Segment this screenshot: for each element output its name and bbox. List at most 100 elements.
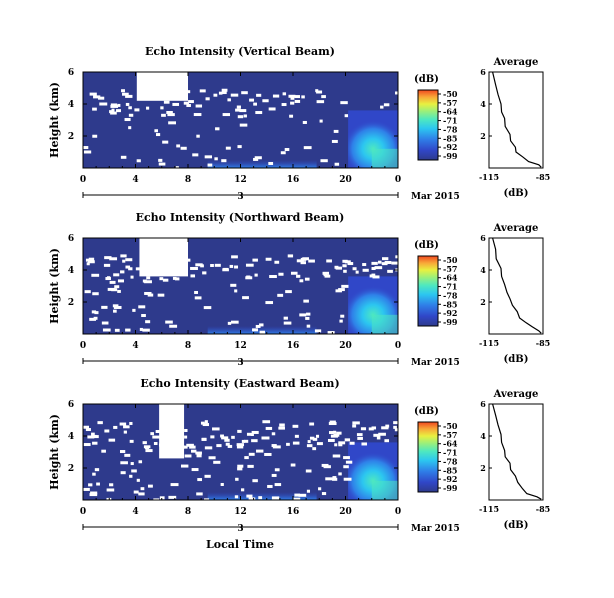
x-tick-label: 4 — [132, 341, 138, 351]
echo-near-ground — [207, 326, 317, 334]
missing-data-speckle — [120, 461, 128, 465]
missing-data-speckle — [225, 146, 231, 150]
profile-x-tick-label: -85 — [536, 338, 550, 348]
missing-data-speckle — [106, 488, 115, 492]
profile-y-tick-label: 4 — [480, 431, 486, 441]
missing-data-speckle — [208, 456, 216, 460]
missing-data-speckle — [332, 454, 341, 458]
missing-data-speckle — [120, 270, 125, 274]
missing-data-speckle — [196, 454, 202, 458]
missing-data-speckle — [162, 426, 169, 430]
missing-data-speckle — [296, 259, 304, 263]
missing-data-speckle — [125, 102, 130, 106]
missing-data-speckle — [281, 103, 287, 107]
missing-data-speckle — [255, 111, 263, 115]
missing-data-speckle — [215, 127, 220, 131]
x-tick-label: 20 — [339, 175, 352, 185]
missing-data-speckle — [373, 433, 381, 437]
missing-data-speckle — [184, 428, 188, 432]
missing-data-speckle — [384, 439, 390, 443]
missing-data-speckle — [170, 483, 179, 487]
missing-data-speckle — [214, 157, 218, 161]
missing-data-speckle — [305, 316, 310, 320]
echo-near-ground — [207, 492, 317, 500]
missing-data-speckle — [248, 497, 256, 501]
missing-data-speckle — [393, 421, 401, 425]
missing-data-speckle — [231, 255, 238, 259]
missing-data-speckle — [307, 440, 311, 444]
missing-data-speckle — [371, 426, 377, 430]
missing-data-speckle — [381, 262, 388, 266]
missing-data-speckle — [330, 434, 338, 438]
profile-x-tick-label: -85 — [536, 172, 550, 182]
missing-data-speckle — [271, 496, 280, 500]
missing-data-speckle — [85, 258, 92, 262]
missing-data-speckle — [222, 268, 229, 272]
missing-data-speckle — [235, 477, 239, 481]
x-tick-label: 12 — [234, 341, 247, 351]
missing-data-speckle — [279, 423, 285, 427]
missing-data-speckle — [278, 426, 285, 430]
missing-data-speckle — [343, 269, 347, 273]
missing-data-speckle — [294, 493, 300, 497]
missing-data-speckle — [356, 433, 363, 437]
colorbar-tick-label: -57 — [443, 264, 457, 274]
missing-data-speckle — [249, 98, 255, 102]
missing-data-speckle — [267, 484, 273, 488]
missing-data-speckle — [119, 450, 126, 454]
missing-data-speckle — [336, 431, 342, 435]
missing-data-speckle — [109, 280, 116, 284]
missing-data-speckle — [221, 159, 227, 163]
missing-data-speckle — [128, 126, 132, 130]
missing-data-speckle — [159, 437, 168, 441]
missing-data-speckle — [111, 288, 118, 292]
date-label: Mar 2015 — [411, 192, 460, 202]
missing-data-speckle — [265, 301, 274, 305]
missing-data-speckle — [190, 274, 196, 278]
missing-data-speckle — [195, 451, 202, 455]
missing-data-speckle — [290, 96, 295, 100]
x-tick-label: 16 — [287, 341, 300, 351]
missing-data-speckle — [162, 140, 169, 144]
missing-data-speckle — [362, 263, 367, 267]
missing-data-speckle — [117, 103, 121, 107]
missing-data-speckle — [268, 161, 274, 165]
missing-data-speckle — [119, 422, 127, 426]
x-tick-label: 0 — [80, 341, 86, 351]
missing-data-speckle — [163, 100, 170, 104]
missing-data-speckle — [316, 90, 323, 94]
x-tick-label: 8 — [185, 341, 191, 351]
missing-data-speckle — [101, 321, 109, 325]
missing-data-speckle — [192, 153, 199, 157]
colorbar — [417, 255, 439, 327]
missing-data-speckle — [83, 146, 89, 150]
missing-data-speckle — [120, 254, 127, 258]
y-tick-label: 2 — [68, 132, 74, 142]
missing-data-speckle — [150, 432, 154, 436]
missing-data-speckle — [378, 260, 382, 264]
missing-data-speckle — [92, 472, 96, 476]
missing-data-speckle — [335, 266, 343, 270]
missing-data-speckle — [110, 111, 117, 115]
missing-data-speckle — [342, 264, 347, 268]
missing-data-speckle — [329, 431, 334, 435]
missing-data-speckle — [384, 260, 392, 264]
missing-data-speckle — [340, 314, 345, 318]
day-label: 3 — [237, 524, 243, 534]
missing-data-speckle — [147, 484, 153, 488]
missing-data-speckle — [153, 441, 158, 445]
missing-data-speckle — [158, 158, 163, 162]
profile-y-tick-label: 2 — [480, 297, 486, 307]
colorbar — [417, 421, 439, 493]
missing-data-speckle — [154, 129, 158, 133]
y-tick-label: 2 — [68, 298, 74, 308]
missing-data-speckle — [327, 331, 335, 335]
missing-data-speckle — [333, 129, 339, 133]
missing-data-speckle — [213, 93, 218, 97]
missing-data-speckle — [144, 280, 152, 284]
panel-2: Echo Intensity (Northward Beam)0 4 8 12 16 20… — [48, 211, 550, 368]
missing-data-speckle — [290, 463, 296, 467]
y-tick-label: 6 — [68, 234, 74, 244]
missing-data-speckle — [141, 314, 146, 318]
colorbar-tick-label: -64 — [443, 273, 458, 283]
